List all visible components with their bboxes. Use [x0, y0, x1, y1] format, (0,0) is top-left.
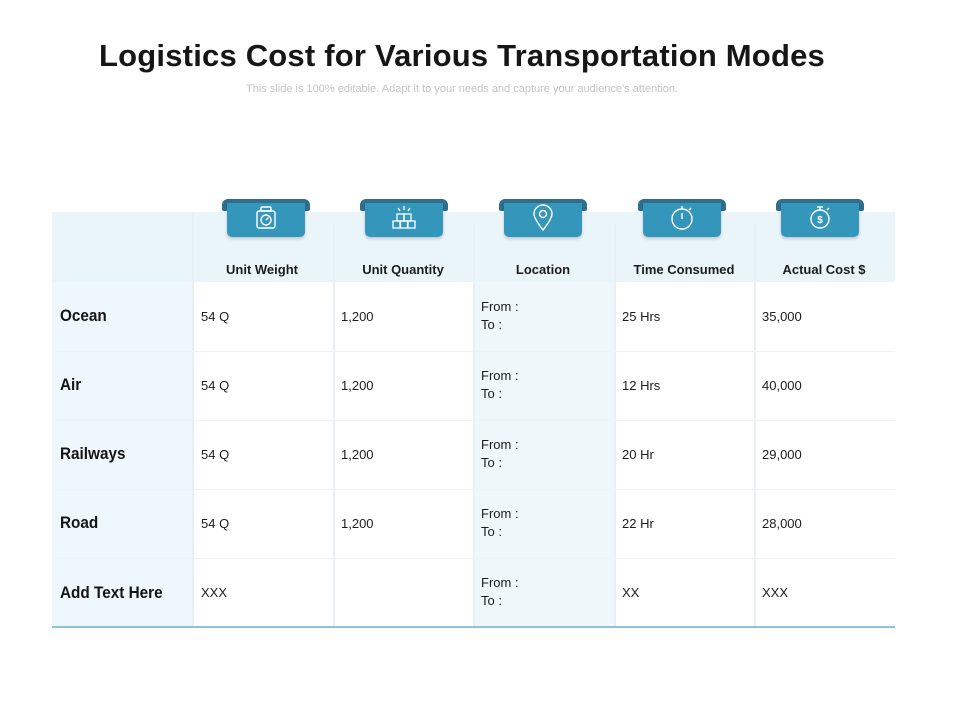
cell-actual-cost: 29,000: [762, 447, 802, 462]
cell-time-consumed: 12 Hrs: [622, 378, 661, 393]
header-tab-time-consumed: [638, 199, 726, 239]
column-divider: [614, 224, 616, 628]
location-to: To :: [481, 455, 502, 470]
cell-unit-weight: 54 Q: [201, 447, 230, 462]
location-to: To :: [481, 317, 502, 332]
cell-time-consumed: XX: [622, 585, 640, 600]
cell-time-consumed: 22 Hr: [622, 516, 654, 531]
location-from: From :: [481, 575, 519, 590]
header-actual-cost: Actual Cost $: [782, 262, 866, 277]
cell-unit-quantity: 1,200: [341, 309, 374, 324]
cell-unit-quantity: 1,200: [341, 447, 374, 462]
header-unit-quantity: Unit Quantity: [362, 262, 444, 277]
page-subtitle: This slide is 100% editable. Adapt it to…: [246, 83, 678, 95]
stopwatch-icon: [668, 204, 696, 237]
location-from: From :: [481, 437, 519, 452]
header-location: Location: [515, 262, 571, 277]
location-to: To :: [481, 524, 502, 539]
cell-actual-cost: 28,000: [762, 516, 802, 531]
column-time-consumed: [616, 282, 754, 628]
cell-location: From : To :: [481, 298, 519, 334]
cell-unit-quantity: 1,200: [341, 378, 374, 393]
row-divider: [52, 558, 895, 559]
scale-icon: [253, 205, 279, 236]
cell-actual-cost: 35,000: [762, 309, 802, 324]
row-label-ocean: Ocean: [60, 306, 107, 325]
cell-actual-cost: 40,000: [762, 378, 802, 393]
cell-unit-weight: 54 Q: [201, 309, 230, 324]
cell-location: From : To :: [481, 574, 519, 610]
cell-unit-quantity: 1,200: [341, 516, 374, 531]
column-unit-quantity: [335, 282, 473, 628]
table-bottom-rule: [52, 626, 895, 628]
row-label-add-text: Add Text Here: [60, 583, 163, 602]
column-location: [475, 282, 614, 628]
row-divider: [52, 351, 895, 352]
header-tab-actual-cost: $: [776, 199, 864, 239]
row-label-road: Road: [60, 513, 99, 532]
header-tab-location: [499, 199, 587, 239]
location-from: From :: [481, 368, 519, 383]
column-unit-weight: [194, 282, 333, 628]
cell-unit-weight: 54 Q: [201, 378, 230, 393]
location-pin-icon: [530, 203, 556, 237]
cost-table: $ Unit Weight Unit Quantity Location Tim…: [52, 199, 895, 628]
row-divider: [52, 489, 895, 490]
page-title: Logistics Cost for Various Transportatio…: [99, 38, 825, 73]
boxes-icon: [390, 204, 418, 237]
row-label-railways: Railways: [60, 444, 126, 463]
column-divider: [333, 224, 335, 628]
row-label-column: [52, 282, 192, 628]
row-divider: [52, 420, 895, 421]
cell-location: From : To :: [481, 436, 519, 472]
location-from: From :: [481, 506, 519, 521]
header-tab-unit-quantity: [360, 199, 448, 239]
header-time-consumed: Time Consumed: [633, 262, 735, 277]
location-to: To :: [481, 593, 502, 608]
location-to: To :: [481, 386, 502, 401]
cell-time-consumed: 25 Hrs: [622, 309, 661, 324]
cell-unit-weight: 54 Q: [201, 516, 230, 531]
cell-location: From : To :: [481, 505, 519, 541]
column-divider: [473, 224, 475, 628]
svg-text:$: $: [817, 215, 823, 226]
cell-unit-weight: XXX: [201, 585, 228, 600]
column-divider: [754, 224, 756, 628]
cell-actual-cost: XXX: [762, 585, 789, 600]
header-tab-unit-weight: [222, 199, 310, 239]
cell-location: From : To :: [481, 367, 519, 403]
location-from: From :: [481, 299, 519, 314]
money-stopwatch-icon: $: [806, 204, 834, 237]
cell-time-consumed: 20 Hr: [622, 447, 654, 462]
header-unit-weight: Unit Weight: [226, 262, 298, 277]
row-label-air: Air: [60, 375, 82, 394]
column-actual-cost: [756, 282, 895, 628]
